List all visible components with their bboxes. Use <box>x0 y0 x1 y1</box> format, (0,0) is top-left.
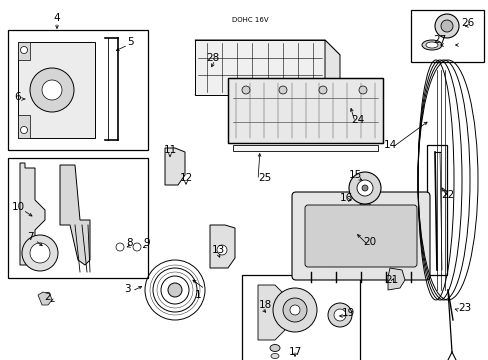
Polygon shape <box>60 165 90 265</box>
Circle shape <box>116 243 124 251</box>
Ellipse shape <box>425 42 437 48</box>
Text: 16: 16 <box>339 193 352 203</box>
Text: 15: 15 <box>347 170 361 180</box>
Bar <box>8 30 148 150</box>
Circle shape <box>348 172 380 204</box>
Polygon shape <box>38 292 52 305</box>
Circle shape <box>279 86 286 94</box>
Circle shape <box>242 86 249 94</box>
Bar <box>227 78 382 143</box>
Circle shape <box>133 243 141 251</box>
Circle shape <box>333 309 346 321</box>
Bar <box>242 275 359 360</box>
Text: 3: 3 <box>123 284 130 294</box>
Polygon shape <box>359 204 372 223</box>
Text: 28: 28 <box>206 53 219 63</box>
Polygon shape <box>195 40 325 95</box>
Text: DOHC 16V: DOHC 16V <box>231 17 268 23</box>
Text: 1: 1 <box>195 290 201 300</box>
Polygon shape <box>18 42 95 138</box>
Text: 17: 17 <box>288 347 301 357</box>
Polygon shape <box>195 80 339 95</box>
Ellipse shape <box>421 40 441 50</box>
Ellipse shape <box>269 345 280 351</box>
Bar <box>426 145 446 275</box>
Text: 14: 14 <box>383 140 396 150</box>
Circle shape <box>42 80 62 100</box>
Polygon shape <box>164 148 184 185</box>
FancyBboxPatch shape <box>305 205 416 267</box>
Text: 13: 13 <box>211 245 224 255</box>
Text: 22: 22 <box>441 190 454 200</box>
Circle shape <box>440 20 452 32</box>
Text: 9: 9 <box>143 238 150 248</box>
Polygon shape <box>325 40 339 110</box>
Circle shape <box>30 243 50 263</box>
Polygon shape <box>227 78 382 143</box>
Circle shape <box>434 14 458 38</box>
Polygon shape <box>258 285 285 340</box>
Bar <box>410 10 483 62</box>
Text: 8: 8 <box>126 238 133 248</box>
Circle shape <box>30 68 74 112</box>
Text: 5: 5 <box>126 37 133 47</box>
Text: 26: 26 <box>461 18 474 28</box>
Circle shape <box>217 245 226 255</box>
Text: 23: 23 <box>457 303 470 313</box>
Text: 11: 11 <box>163 145 176 155</box>
Circle shape <box>289 305 299 315</box>
Circle shape <box>20 46 27 54</box>
Text: 12: 12 <box>179 173 192 183</box>
Text: 19: 19 <box>341 308 354 318</box>
Circle shape <box>283 298 306 322</box>
Text: 21: 21 <box>385 275 398 285</box>
Text: 7: 7 <box>27 232 33 242</box>
Text: 6: 6 <box>15 92 21 102</box>
Bar <box>8 158 148 278</box>
Polygon shape <box>18 42 30 60</box>
Polygon shape <box>232 145 377 151</box>
Polygon shape <box>209 225 235 268</box>
Circle shape <box>318 86 326 94</box>
Circle shape <box>272 288 316 332</box>
Circle shape <box>168 283 182 297</box>
Polygon shape <box>387 268 404 290</box>
Polygon shape <box>18 115 30 138</box>
FancyBboxPatch shape <box>291 192 429 280</box>
Circle shape <box>356 180 372 196</box>
Circle shape <box>22 235 58 271</box>
Text: 18: 18 <box>258 300 271 310</box>
Circle shape <box>327 303 351 327</box>
Ellipse shape <box>270 354 279 359</box>
Polygon shape <box>195 40 339 55</box>
Circle shape <box>20 126 27 134</box>
Text: 25: 25 <box>258 173 271 183</box>
Circle shape <box>358 86 366 94</box>
Circle shape <box>361 185 367 191</box>
Text: 10: 10 <box>11 202 24 212</box>
Text: 27: 27 <box>432 35 446 45</box>
Polygon shape <box>20 163 45 265</box>
Text: 4: 4 <box>54 13 60 23</box>
Text: 24: 24 <box>351 115 364 125</box>
Text: 2: 2 <box>44 292 51 302</box>
Text: 20: 20 <box>363 237 376 247</box>
